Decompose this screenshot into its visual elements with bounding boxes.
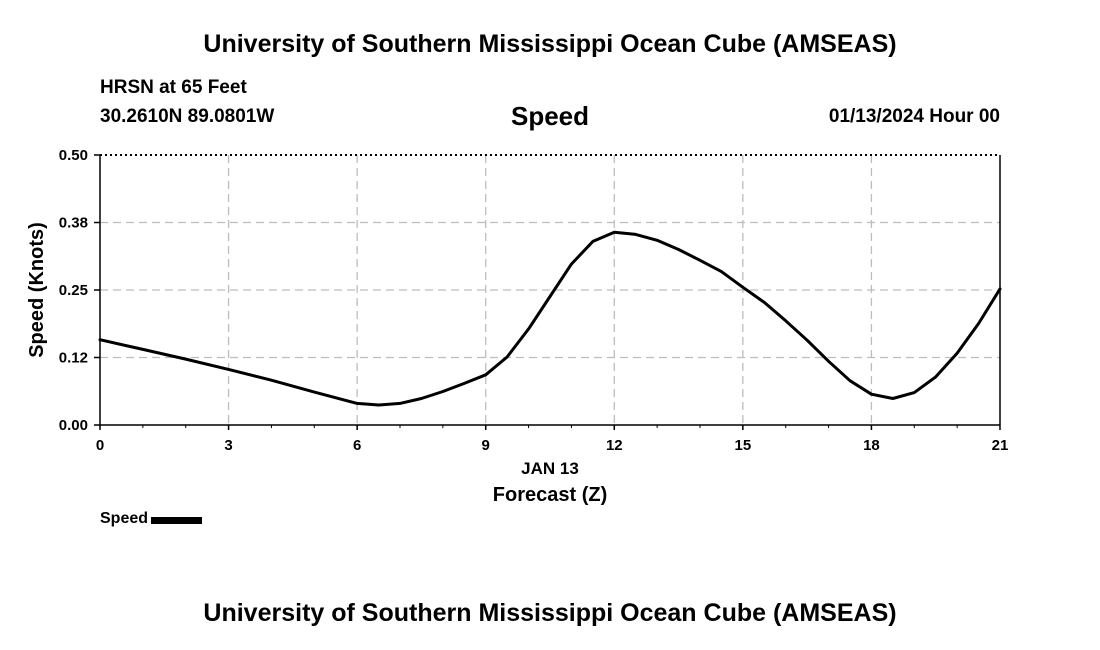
legend: Speed <box>100 510 203 528</box>
x-tick-label: 21 <box>992 437 1009 454</box>
y-tick-label: 0.00 <box>59 417 88 434</box>
y-axis-label: Speed (Knots) <box>26 222 48 358</box>
series-line-speed <box>98 230 1002 407</box>
x-tick-label: 0 <box>96 437 104 454</box>
variable-title: Speed <box>510 101 590 131</box>
coordinates-label: 30.2610N 89.0801W <box>100 106 275 127</box>
x-axis-label: Forecast (Z) <box>493 484 607 506</box>
y-tick-label: 0.38 <box>59 215 88 232</box>
x-tick-label: 9 <box>482 437 490 454</box>
grid-lines <box>100 155 1000 425</box>
x-tick-label: 3 <box>224 437 232 454</box>
y-tick-label: 0.12 <box>59 350 88 367</box>
x-tick-label: 6 <box>353 437 361 454</box>
y-tick-label: 0.25 <box>59 282 88 299</box>
station-label: HRSN at 65 Feet <box>100 77 247 98</box>
x-tick-label: 18 <box>863 437 880 454</box>
tick-labels: 0 3 6 9 12 15 18 21 0.00 0.12 0.25 0.38 0.50 <box>59 147 1009 454</box>
footer-title: University of Southern Mississippi Ocean… <box>203 599 897 627</box>
page-title: University of Southern Mississippi Ocean… <box>203 30 897 58</box>
x-tick-label: 12 <box>606 437 623 454</box>
x-axis-date-label: JAN 13 <box>521 459 579 478</box>
y-tick-label: 0.50 <box>59 147 88 164</box>
x-tick-label: 15 <box>735 437 752 454</box>
legend-label: Speed <box>100 510 149 527</box>
datetime-label: 01/13/2024 Hour 00 <box>828 106 1000 127</box>
legend-swatch <box>151 516 203 524</box>
